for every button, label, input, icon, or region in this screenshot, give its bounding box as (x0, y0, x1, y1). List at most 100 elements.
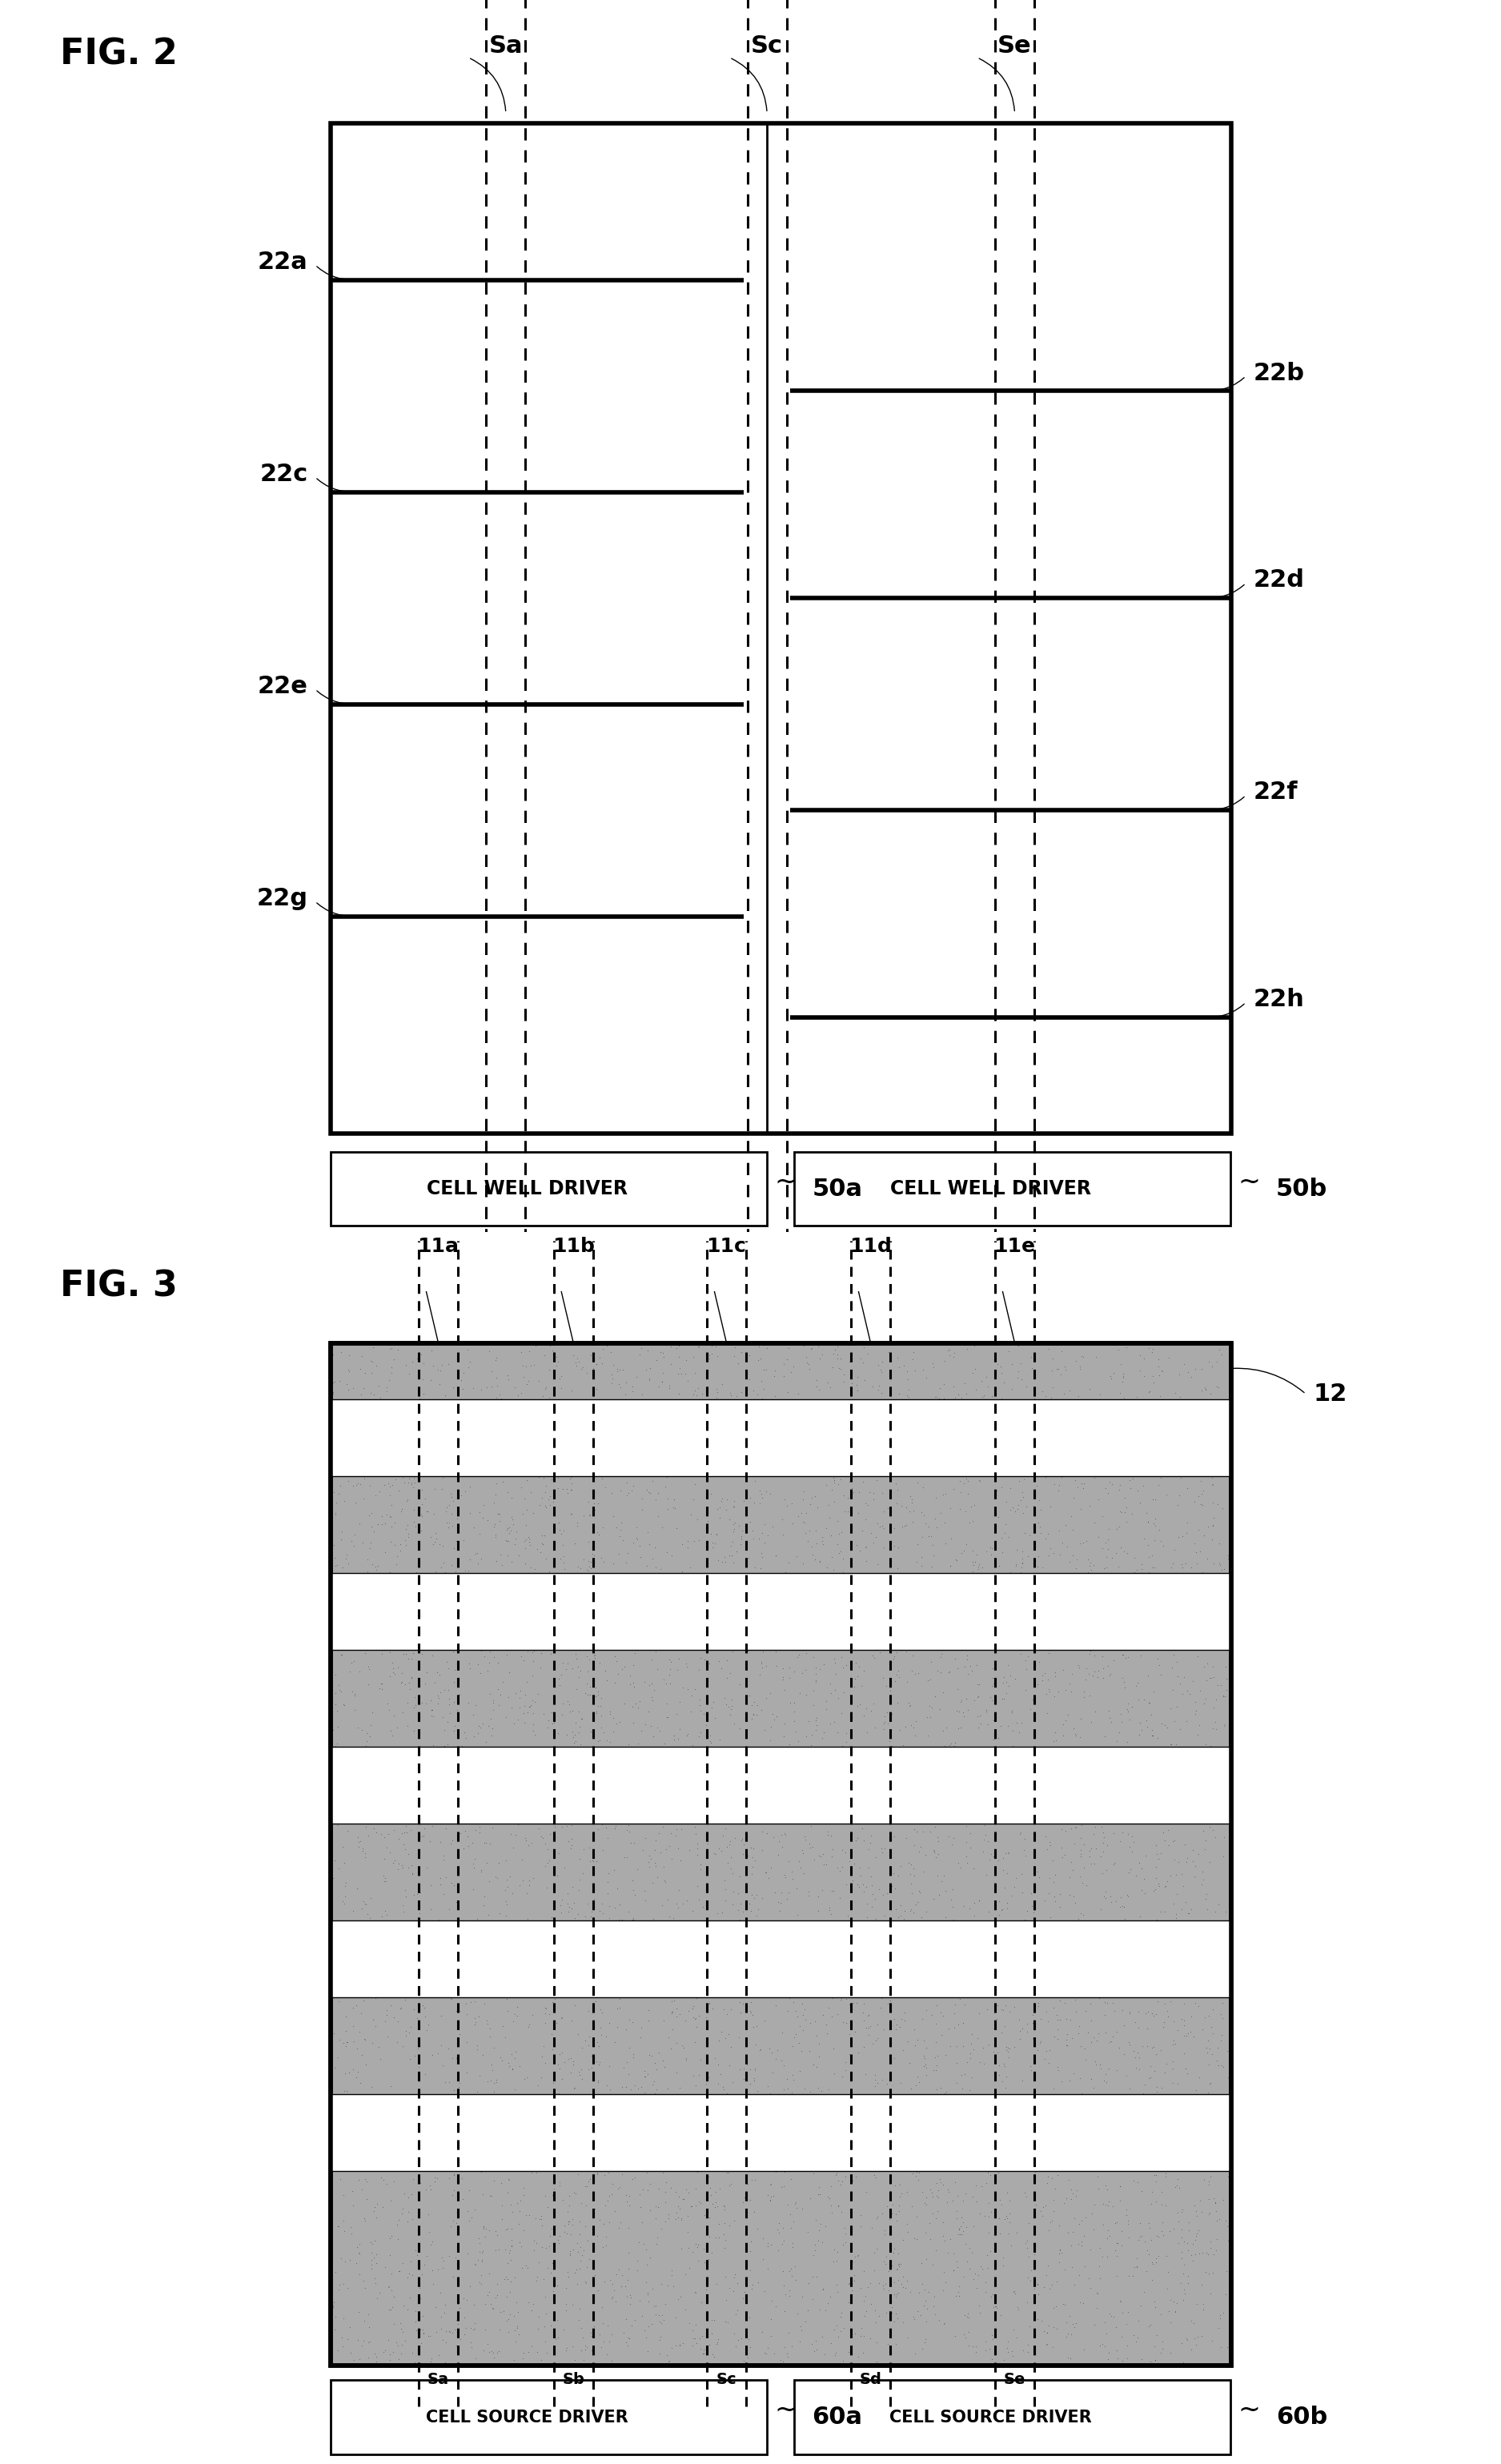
Point (1021, 1574, 1045, 1614)
Point (522, 1557, 546, 1597)
Point (1036, 1513, 1060, 1552)
Point (916, 1974, 940, 2013)
Point (584, 2043, 608, 2082)
Point (530, 1523, 554, 1562)
Point (648, 1550, 672, 1589)
Point (907, 1831, 931, 1870)
Point (320, 2013, 344, 2053)
Point (623, 2301, 647, 2341)
Point (729, 1735, 754, 1774)
Point (785, 1895, 809, 1934)
Point (573, 1727, 597, 1767)
Point (497, 1419, 521, 1459)
Point (504, 2144, 528, 2183)
Point (378, 2218, 402, 2257)
Point (348, 1781, 372, 1821)
Point (486, 1397, 510, 1437)
Point (360, 2225, 384, 2264)
Point (931, 2166, 955, 2205)
Point (399, 1639, 423, 1678)
Point (1042, 1722, 1066, 1762)
Point (817, 2176, 841, 2215)
Point (363, 1454, 387, 1493)
Point (1069, 1855, 1093, 1895)
Point (552, 1747, 576, 1786)
Point (904, 1653, 928, 1693)
Point (567, 1860, 591, 1900)
Point (943, 1385, 967, 1424)
Point (687, 1407, 711, 1446)
Point (1072, 1678, 1096, 1717)
Point (914, 1927, 938, 1966)
Point (734, 1476, 758, 1515)
Point (503, 2257, 527, 2296)
Point (462, 2190, 486, 2230)
Point (518, 2006, 542, 2045)
Point (884, 2195, 908, 2235)
Point (360, 1340, 384, 1380)
Point (991, 2245, 1015, 2284)
Point (1019, 2262, 1043, 2301)
Point (695, 2072, 719, 2112)
Point (991, 1779, 1015, 1818)
Point (332, 2210, 356, 2250)
Point (608, 2168, 632, 2208)
Point (669, 1922, 693, 1961)
Point (968, 1695, 992, 1735)
Point (734, 1614, 758, 1653)
Point (491, 1917, 515, 1956)
Point (964, 2331, 988, 2370)
Point (717, 1501, 741, 1540)
Point (1171, 1759, 1195, 1799)
Point (714, 2282, 738, 2321)
Point (584, 1345, 608, 1385)
Point (755, 1853, 779, 1892)
Point (714, 1917, 738, 1956)
Point (735, 1747, 760, 1786)
Point (357, 1937, 381, 1976)
Point (1078, 1370, 1102, 1409)
Point (841, 1984, 865, 2023)
Point (1082, 2067, 1106, 2107)
Point (536, 1843, 560, 1882)
Point (360, 1572, 384, 1611)
Point (778, 1683, 802, 1722)
Point (998, 2028, 1022, 2067)
Point (389, 1759, 413, 1799)
Point (651, 1949, 675, 1988)
Point (485, 1542, 509, 1582)
Point (1001, 1710, 1025, 1749)
Point (476, 1784, 500, 1823)
Point (659, 1663, 683, 1703)
Point (778, 2277, 802, 2316)
Point (501, 2296, 525, 2336)
Point (666, 2186, 690, 2225)
Point (1169, 1599, 1193, 1639)
Point (533, 1335, 557, 1375)
Point (1069, 2072, 1093, 2112)
Point (1052, 1402, 1076, 1441)
Point (456, 2190, 480, 2230)
Point (1202, 1626, 1226, 1666)
Point (743, 1547, 767, 1587)
Point (913, 2035, 937, 2075)
Point (654, 1959, 678, 1998)
Point (1061, 1414, 1085, 1454)
Point (1196, 2235, 1220, 2274)
Point (851, 1984, 875, 2023)
Point (378, 2336, 402, 2375)
Point (1088, 2048, 1112, 2087)
Point (588, 1678, 612, 1717)
Point (705, 1892, 729, 1932)
Point (967, 1880, 991, 1919)
Point (696, 1335, 720, 1375)
Point (1108, 1594, 1132, 1634)
Point (563, 1523, 587, 1562)
Point (1193, 1927, 1217, 1966)
Point (362, 1510, 386, 1550)
Point (605, 1917, 629, 1956)
Point (432, 2242, 456, 2282)
Point (769, 1882, 793, 1922)
Point (323, 1673, 347, 1712)
Point (794, 1717, 818, 1757)
